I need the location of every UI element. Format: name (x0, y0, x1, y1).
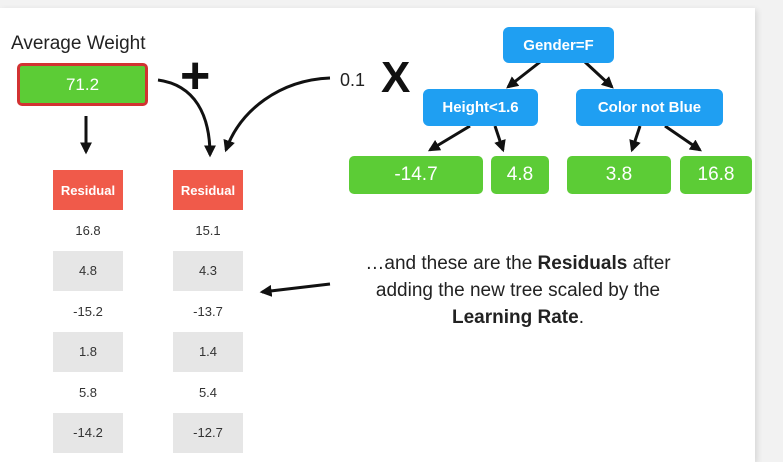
arrow-root-right (583, 60, 614, 89)
plus-sign: + (180, 47, 211, 105)
residuals-emphasis: Residuals (537, 253, 628, 274)
note-line-1: …and these are the Residuals after (365, 253, 671, 274)
table-cell: -13.7 (173, 291, 243, 332)
table-cell: 1.4 (173, 331, 243, 372)
tree-leaf: 3.8 (567, 156, 671, 194)
note-line-3: Learning Rate. (452, 307, 584, 328)
table-cell: 1.8 (53, 331, 123, 372)
table-cell: -14.2 (53, 412, 123, 453)
table-cell: 16.8 (53, 210, 123, 251)
tree-leaf: 4.8 (491, 156, 549, 194)
old-residuals-table: Residual 16.8 4.8 -15.2 1.8 5.8 -14.2 (53, 170, 123, 453)
arrow-root-left (506, 60, 541, 89)
arrow-avg-curve (157, 78, 216, 158)
new-residuals-table: Residual 15.1 4.3 -13.7 1.4 5.4 -12.7 (173, 170, 243, 453)
table-header: Residual (173, 170, 243, 210)
arrow-note-to-table (259, 282, 331, 297)
tree-root-node: Gender=F (503, 27, 614, 63)
arrow-color-right (664, 124, 702, 152)
tree-leaf: -14.7 (349, 156, 483, 194)
multiply-sign: X (381, 53, 411, 102)
explanation-text: …and these are the Residuals after addin… (338, 250, 698, 331)
arrow-color-left (629, 125, 642, 153)
table-cell: 5.4 (173, 372, 243, 413)
tree-split-height: Height<1.6 (423, 89, 538, 126)
note-line-2: adding the new tree scaled by the (375, 280, 661, 301)
table-body: 15.1 4.3 -13.7 1.4 5.4 -12.7 (173, 210, 243, 453)
average-weight-label: Average Weight (11, 33, 146, 54)
table-cell: -15.2 (53, 291, 123, 332)
table-cell: -12.7 (173, 412, 243, 453)
arrow-height-right (493, 125, 506, 153)
table-cell: 15.1 (173, 210, 243, 251)
average-weight-value: 71.2 (17, 63, 148, 106)
table-body: 16.8 4.8 -15.2 1.8 5.8 -14.2 (53, 210, 123, 453)
learning-rate-value: 0.1 (340, 70, 366, 90)
table-cell: 4.8 (53, 250, 123, 291)
tree-split-color: Color not Blue (576, 89, 723, 126)
table-cell: 5.8 (53, 372, 123, 413)
arrow-lr-curve (223, 76, 331, 153)
tree-leaf: 16.8 (680, 156, 752, 194)
learning-rate-emphasis: Learning Rate (452, 307, 579, 328)
table-header: Residual (53, 170, 123, 210)
arrow-height-left (427, 124, 471, 152)
table-cell: 4.3 (173, 250, 243, 291)
